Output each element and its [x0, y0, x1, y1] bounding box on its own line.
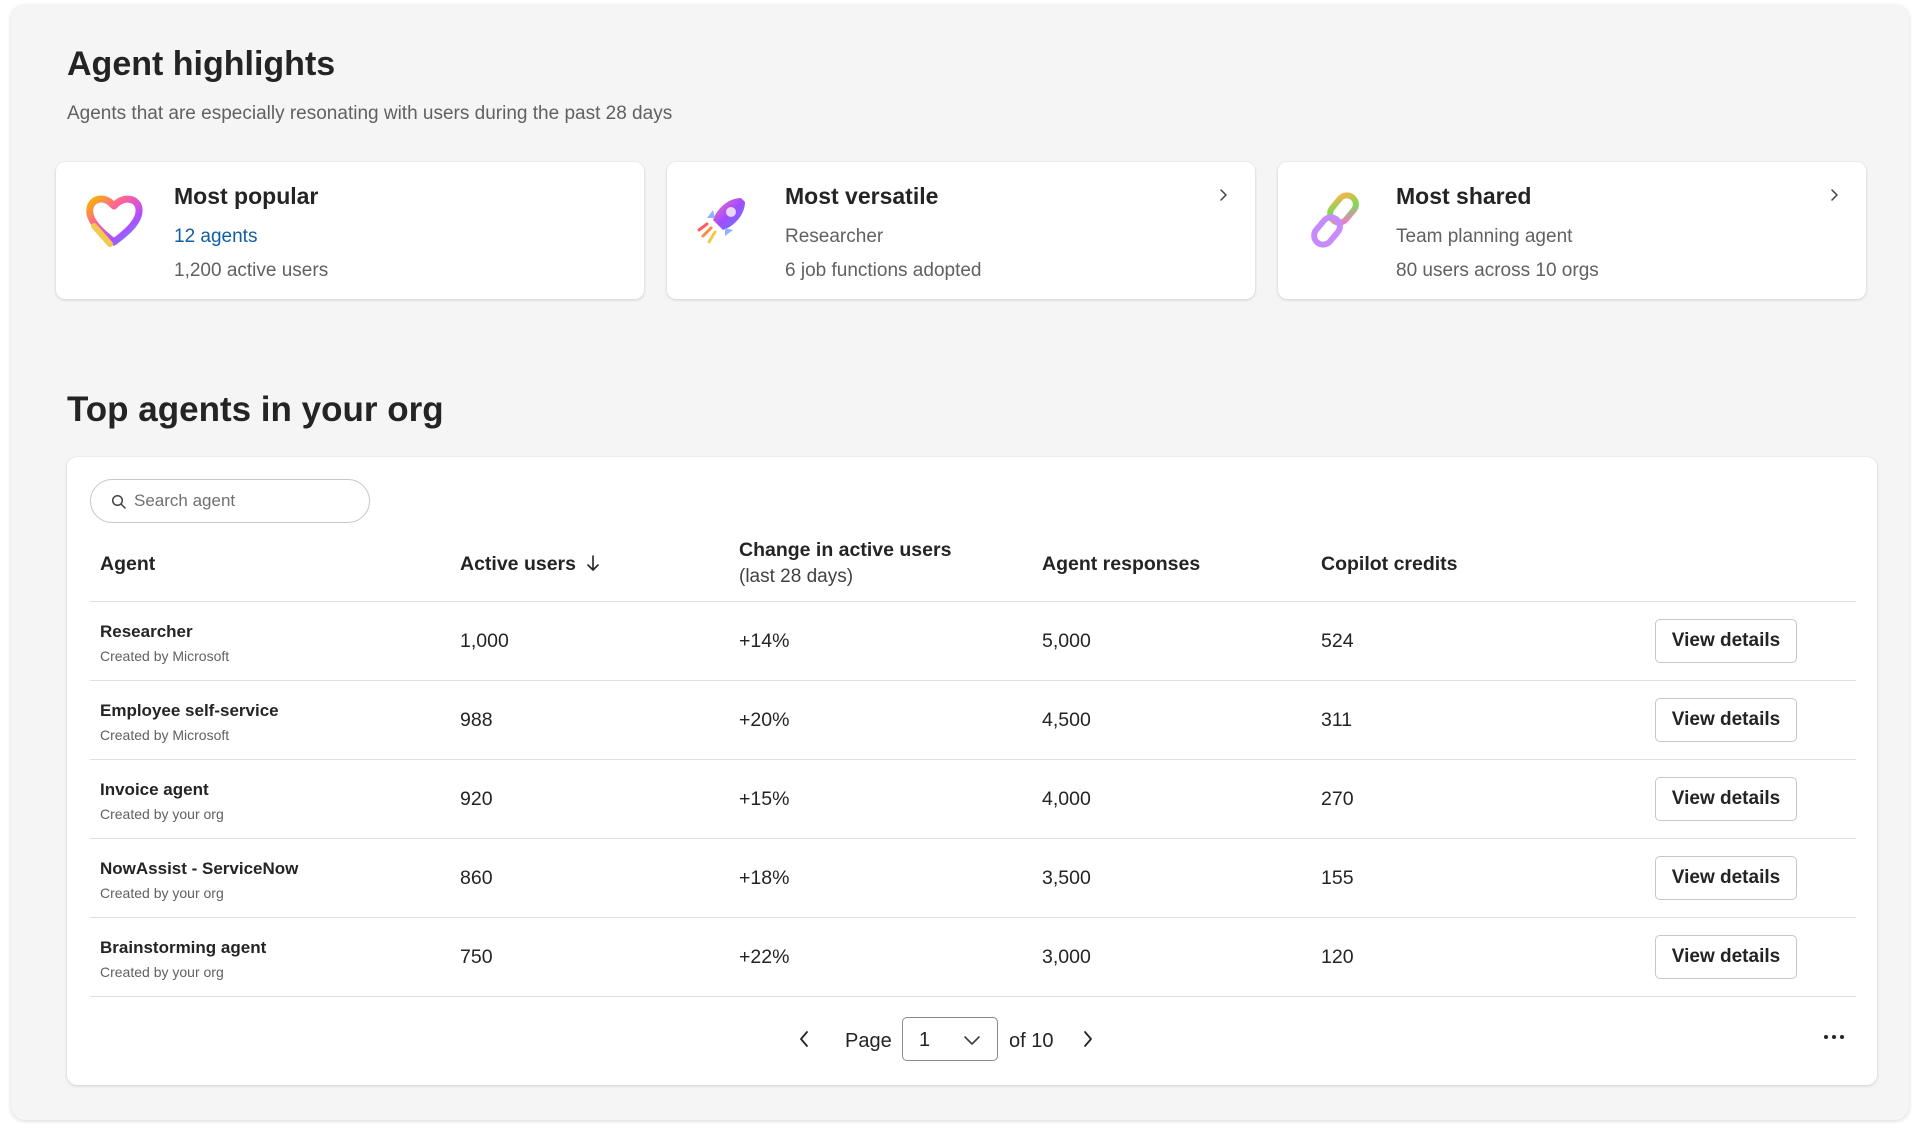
search-icon: [111, 494, 126, 509]
active-users-value: 750: [460, 946, 493, 968]
column-header-sublabel: (last 28 days): [739, 566, 854, 587]
active-users-value: 1,000: [460, 630, 509, 652]
view-details-button[interactable]: View details: [1655, 856, 1797, 900]
column-header-agent[interactable]: Agent: [100, 553, 156, 575]
link-chain-icon: [1311, 192, 1359, 248]
active-users-value: 988: [460, 709, 493, 731]
section-title-top-agents: Top agents in your org: [67, 390, 444, 429]
column-header-label: Change in active users: [739, 539, 952, 561]
agent-creator: Created by Microsoft: [100, 648, 230, 664]
card-agent-name: Team planning agent: [1396, 226, 1573, 247]
heart-icon: [86, 195, 143, 247]
agent-creator: Created by your org: [100, 806, 224, 822]
view-details-button[interactable]: View details: [1655, 698, 1797, 742]
rocket-icon: [697, 198, 745, 244]
responses-value: 4,500: [1042, 709, 1091, 731]
responses-value: 4,000: [1042, 788, 1091, 810]
change-value: +18%: [739, 867, 790, 889]
agent-name: NowAssist - ServiceNow: [100, 859, 299, 878]
column-header-label: Active users: [460, 553, 576, 575]
responses-value: 5,000: [1042, 630, 1091, 652]
view-details-button[interactable]: View details: [1655, 777, 1797, 821]
card-detail: 80 users across 10 orgs: [1396, 260, 1599, 281]
divider: [90, 996, 1856, 997]
pagination: Page 1 of 10: [67, 1017, 1877, 1061]
active-users-value: 860: [460, 867, 493, 889]
section-title-highlights: Agent highlights: [67, 45, 336, 83]
card-title: Most shared: [1396, 183, 1532, 209]
agent-name: Researcher: [100, 622, 193, 641]
search-input[interactable]: [134, 488, 354, 514]
credits-value: 270: [1321, 788, 1354, 810]
agent-name: Invoice agent: [100, 780, 209, 799]
agent-creator: Created by your org: [100, 885, 224, 901]
change-value: +22%: [739, 946, 790, 968]
card-title: Most popular: [174, 183, 319, 209]
table-row: Employee self-service Created by Microso…: [67, 681, 1877, 759]
table-row: Invoice agent Created by your org 920 +1…: [67, 760, 1877, 838]
column-header-change[interactable]: Change in active users (last 28 days): [739, 539, 951, 588]
page-label: Page: [845, 1030, 892, 1052]
divider: [90, 759, 1856, 760]
responses-value: 3,500: [1042, 867, 1091, 889]
credits-value: 524: [1321, 630, 1354, 652]
table-row: NowAssist - ServiceNow Created by your o…: [67, 839, 1877, 917]
table-row: Researcher Created by Microsoft 1,000 +1…: [67, 602, 1877, 680]
chevron-right-icon[interactable]: [1217, 188, 1231, 202]
responses-value: 3,000: [1042, 946, 1091, 968]
column-header-copilot-credits[interactable]: Copilot credits: [1321, 553, 1458, 575]
page-total: of 10: [1009, 1030, 1054, 1052]
view-details-button[interactable]: View details: [1655, 619, 1797, 663]
divider: [90, 601, 1856, 602]
highlight-card-most-shared[interactable]: Most shared Team planning agent 80 users…: [1278, 162, 1866, 299]
more-options-icon[interactable]: [1822, 1027, 1846, 1047]
chevron-down-icon: [964, 1036, 980, 1045]
agent-name: Employee self-service: [100, 701, 279, 720]
divider: [90, 680, 1856, 681]
change-value: +20%: [739, 709, 790, 731]
view-details-button[interactable]: View details: [1655, 935, 1797, 979]
card-detail: 1,200 active users: [174, 260, 329, 281]
top-agents-table-card: Agent Active users Change in active user…: [67, 457, 1877, 1085]
sort-descending-arrow-icon: [587, 555, 599, 571]
credits-value: 120: [1321, 946, 1354, 968]
active-users-value: 920: [460, 788, 493, 810]
card-detail: 6 job functions adopted: [785, 260, 982, 281]
change-value: +14%: [739, 630, 790, 652]
agent-creator: Created by Microsoft: [100, 727, 230, 743]
most-popular-agents-link[interactable]: 12 agents: [174, 226, 258, 247]
main-panel: Agent highlights Agents that are especia…: [11, 5, 1909, 1120]
highlight-card-most-versatile[interactable]: Most versatile Researcher 6 job function…: [667, 162, 1255, 299]
column-header-agent-responses[interactable]: Agent responses: [1042, 553, 1201, 575]
divider: [90, 838, 1856, 839]
page-select-value: 1: [919, 1029, 931, 1051]
previous-page-icon[interactable]: [796, 1029, 812, 1049]
next-page-icon[interactable]: [1080, 1029, 1096, 1049]
credits-value: 311: [1321, 709, 1353, 731]
card-agent-name: Researcher: [785, 226, 884, 247]
agent-name: Brainstorming agent: [100, 938, 267, 957]
change-value: +15%: [739, 788, 790, 810]
page-select[interactable]: 1: [902, 1017, 998, 1061]
section-subtitle-highlights: Agents that are especially resonating wi…: [67, 103, 673, 124]
agent-creator: Created by your org: [100, 964, 224, 980]
column-header-active-users[interactable]: Active users: [460, 553, 600, 576]
credits-value: 155: [1321, 867, 1354, 889]
highlight-card-most-popular: Most popular 12 agents 1,200 active user…: [56, 162, 644, 299]
chevron-right-icon[interactable]: [1828, 188, 1842, 202]
search-box[interactable]: [90, 479, 370, 523]
table-row: Brainstorming agent Created by your org …: [67, 918, 1877, 996]
divider: [90, 917, 1856, 918]
card-title: Most versatile: [785, 183, 939, 209]
